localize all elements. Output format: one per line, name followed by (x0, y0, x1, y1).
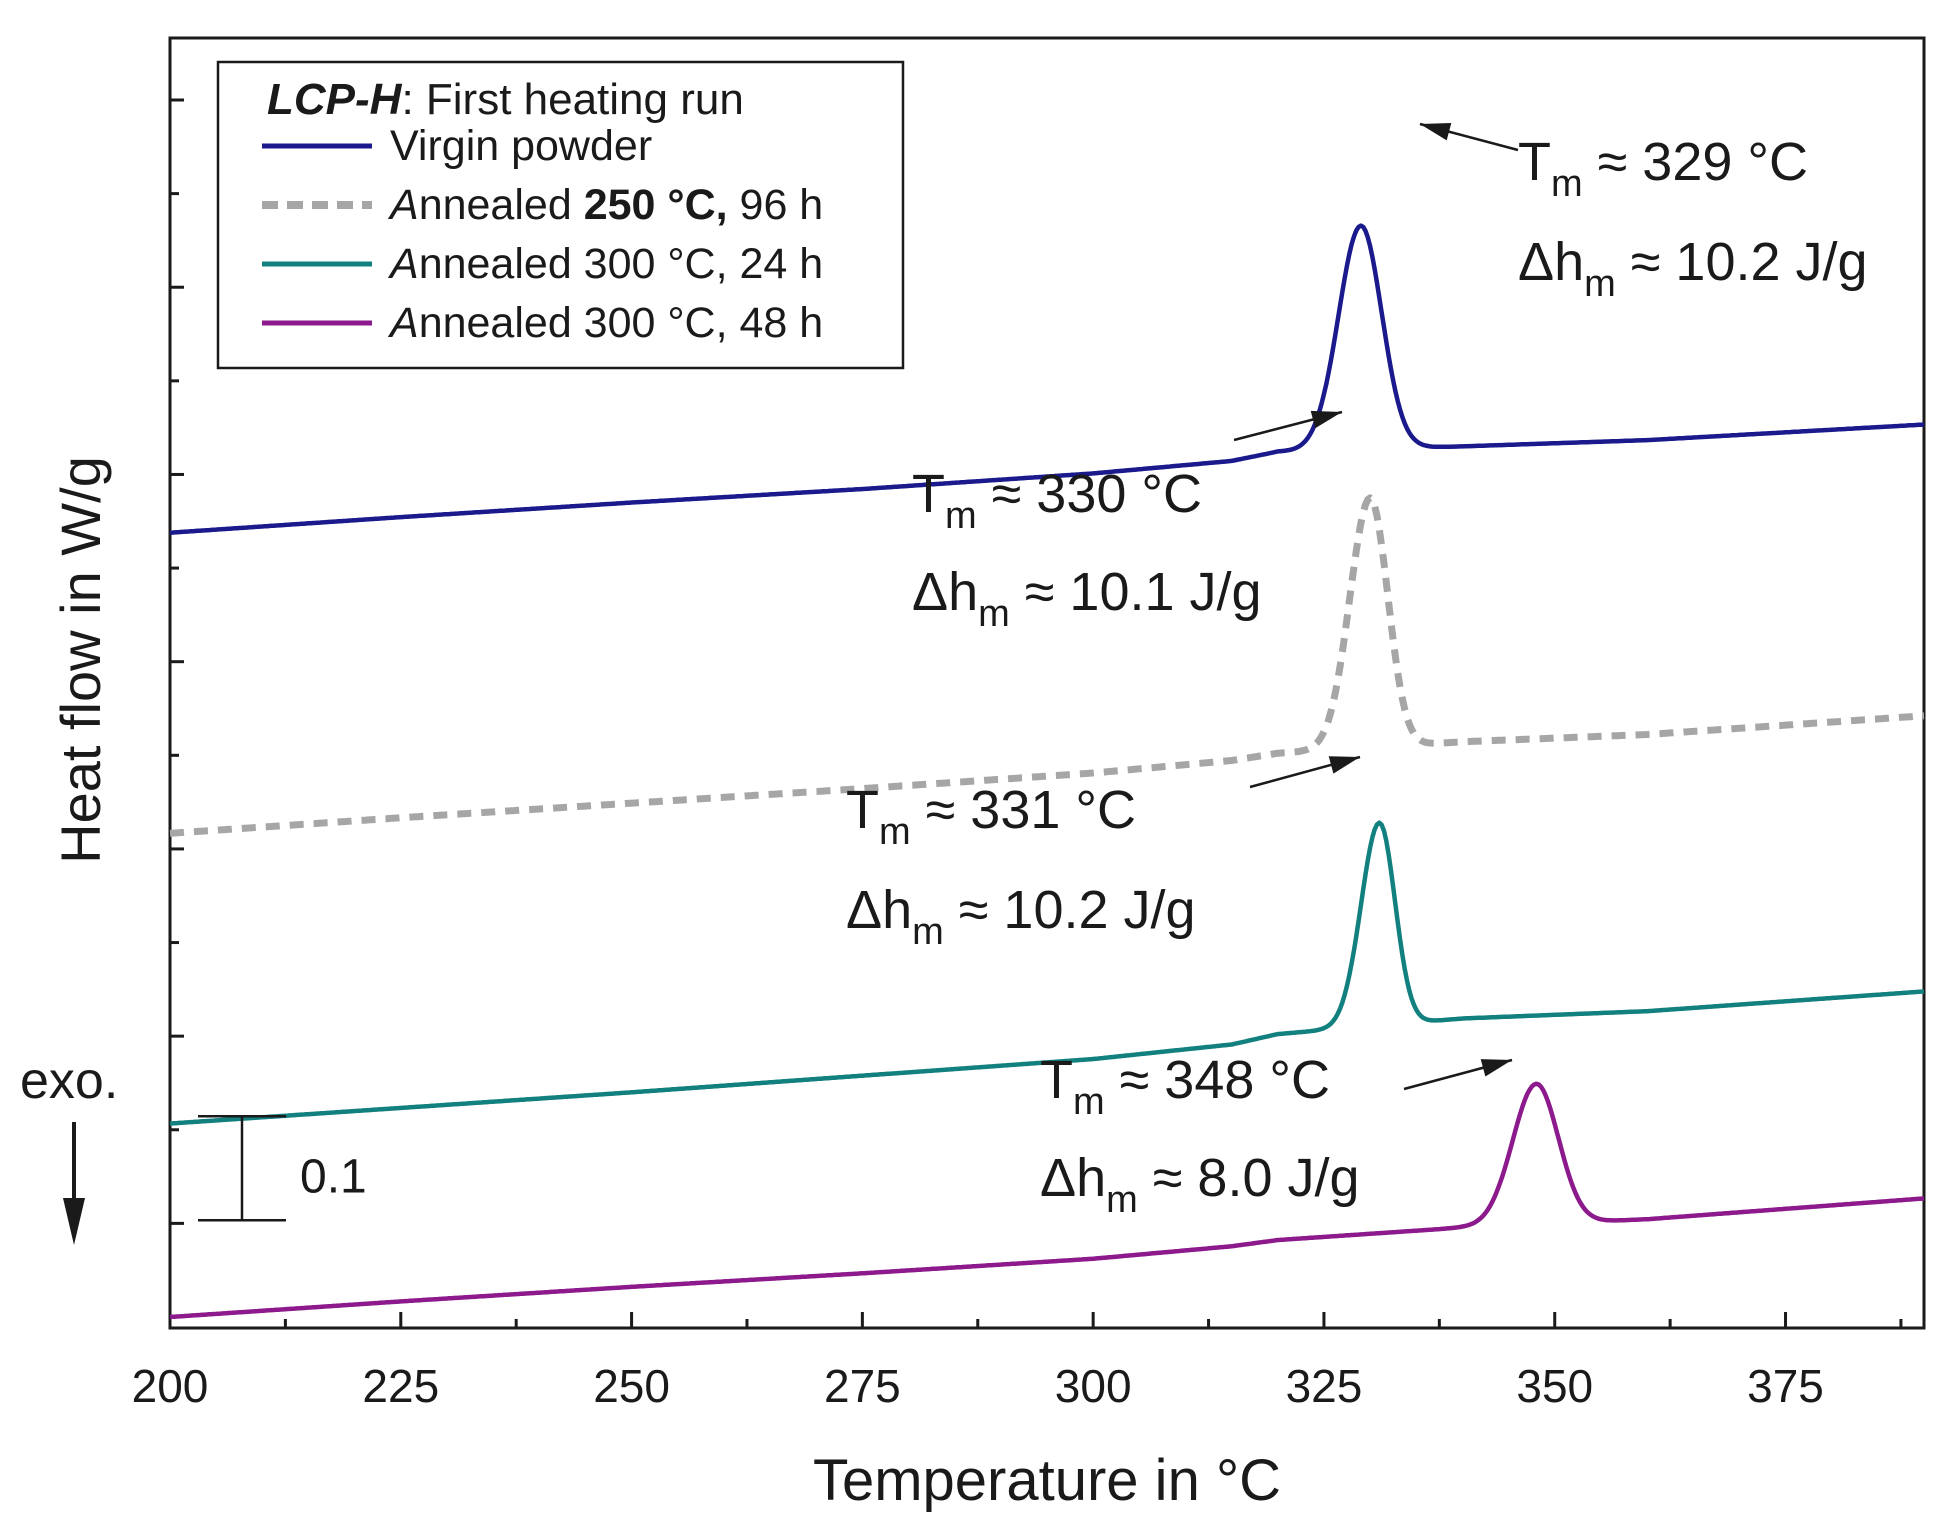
melting-enthalpy-label: Δhm ≈ 8.0 J/g (1040, 1148, 1360, 1221)
legend-label: Virgin powder (390, 122, 652, 170)
peak-annotation: Tm ≈ 330 °C Δhm ≈ 10.1 J/g (912, 410, 1343, 635)
arrow-head (1480, 1059, 1512, 1077)
x-tick-label: 375 (1747, 1360, 1824, 1412)
exo-arrow (63, 1122, 85, 1245)
melting-enthalpy-label: Δhm ≈ 10.1 J/g (912, 562, 1262, 635)
scale-bar-label: 0.1 (300, 1150, 367, 1203)
y-axis-label: Heat flow in W/g (49, 456, 112, 864)
peak-annotation: Tm ≈ 348 °C Δhm ≈ 8.0 J/g (1040, 1050, 1513, 1221)
series-line-1 (169, 223, 1925, 535)
peak-annotations: Tm ≈ 329 °C Δhm ≈ 10.2 J/g Tm ≈ 330 °C Δhm … (846, 122, 1868, 1221)
arrow-head (1420, 122, 1452, 141)
y-axis-ticks (170, 98, 184, 1319)
series-line-2 (168, 494, 1926, 837)
x-tick-label: 200 (132, 1360, 209, 1412)
peak-annotation: Tm ≈ 331 °C Δhm ≈ 10.2 J/g (846, 755, 1361, 953)
series-line-3 (169, 820, 1925, 1126)
x-axis-label: Temperature in °C (813, 1448, 1281, 1513)
legend: LCP-H: First heating run Virgin powder An… (216, 60, 905, 370)
legend-label: Annealed 300 °C, 48 h (387, 299, 823, 347)
series-lines (168, 223, 1926, 1320)
melting-temperature-label: Tm ≈ 329 °C (1518, 132, 1808, 205)
exo-label: exo. (20, 1052, 118, 1110)
scale-bar (198, 1114, 286, 1222)
melting-temperature-label: Tm ≈ 330 °C (912, 464, 1202, 537)
melting-enthalpy-label: Δhm ≈ 10.2 J/g (1518, 232, 1868, 305)
legend-box (216, 60, 905, 370)
x-tick-label: 350 (1516, 1360, 1593, 1412)
x-tick-label: 250 (593, 1360, 670, 1412)
legend-label: Annealed 250 °C, 96 h (387, 181, 823, 229)
plot-frame (168, 36, 1926, 1330)
x-tick-label: 275 (824, 1360, 901, 1412)
arrow-head (1310, 410, 1342, 429)
arrow-head (1328, 756, 1360, 774)
x-tick-label: 325 (1286, 1360, 1363, 1412)
x-tick-label: 300 (1055, 1360, 1132, 1412)
melting-temperature-label: Tm ≈ 348 °C (1040, 1050, 1330, 1123)
legend-label: Annealed 300 °C, 24 h (387, 240, 823, 288)
melting-temperature-label: Tm ≈ 331 °C (846, 780, 1136, 853)
x-tick-label: 225 (362, 1360, 439, 1412)
melting-enthalpy-label: Δhm ≈ 10.2 J/g (846, 880, 1196, 953)
legend-title: LCP-H: First heating run (267, 75, 744, 124)
series-line-4 (169, 1081, 1925, 1320)
peak-annotation: Tm ≈ 329 °C Δhm ≈ 10.2 J/g (1419, 122, 1868, 305)
x-axis-ticks: 200 225 250 275 300 325 350 375 (132, 1312, 1903, 1412)
